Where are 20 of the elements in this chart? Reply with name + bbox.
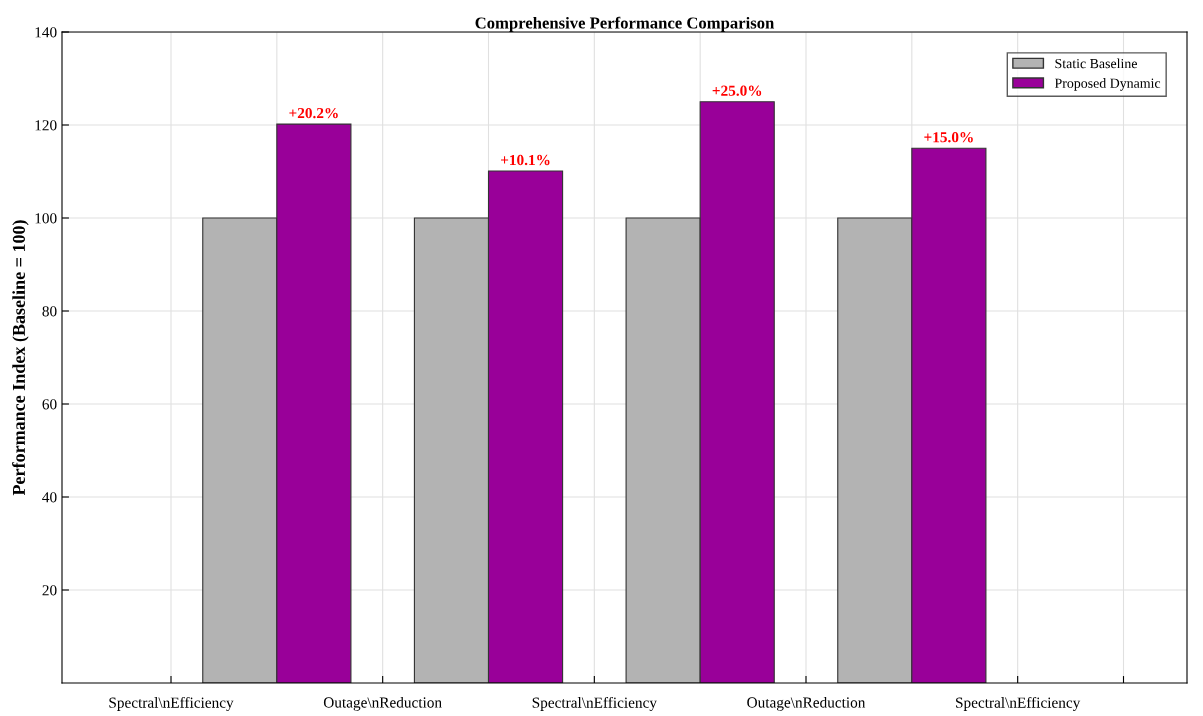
annotation: +10.1%: [500, 154, 550, 166]
annotation: +25.0%: [712, 85, 762, 96]
y-tick-label: 20: [42, 585, 57, 596]
y-tick-label: 80: [42, 306, 57, 317]
legend-label: Static Baseline: [1055, 58, 1137, 69]
y-tick-label: 60: [42, 399, 57, 410]
x-tick-label: Outage\nReduction: [323, 696, 442, 711]
legend-label: Proposed Dynamic: [1054, 78, 1161, 91]
annotation: +15.0%: [924, 132, 973, 143]
y-tick-label: 140: [35, 27, 57, 38]
y-tick-label: 40: [42, 492, 57, 503]
chart-title: Comprehensive Performance Comparison: [475, 16, 775, 32]
x-tick-label: Spectral\nEfficiency: [956, 696, 1081, 711]
x-tick-label: Outage\nReduction: [747, 696, 866, 711]
annotation: +20.2%: [289, 107, 338, 119]
x-tick-label: Spectral\nEfficiency: [109, 696, 234, 711]
y-axis-title: Performance Index (Baseline = 100): [12, 220, 29, 496]
x-tick-label: Spectral\nEfficiency: [532, 696, 657, 711]
y-tick-label: 120: [35, 120, 57, 131]
y-tick-label: 100: [35, 213, 57, 224]
